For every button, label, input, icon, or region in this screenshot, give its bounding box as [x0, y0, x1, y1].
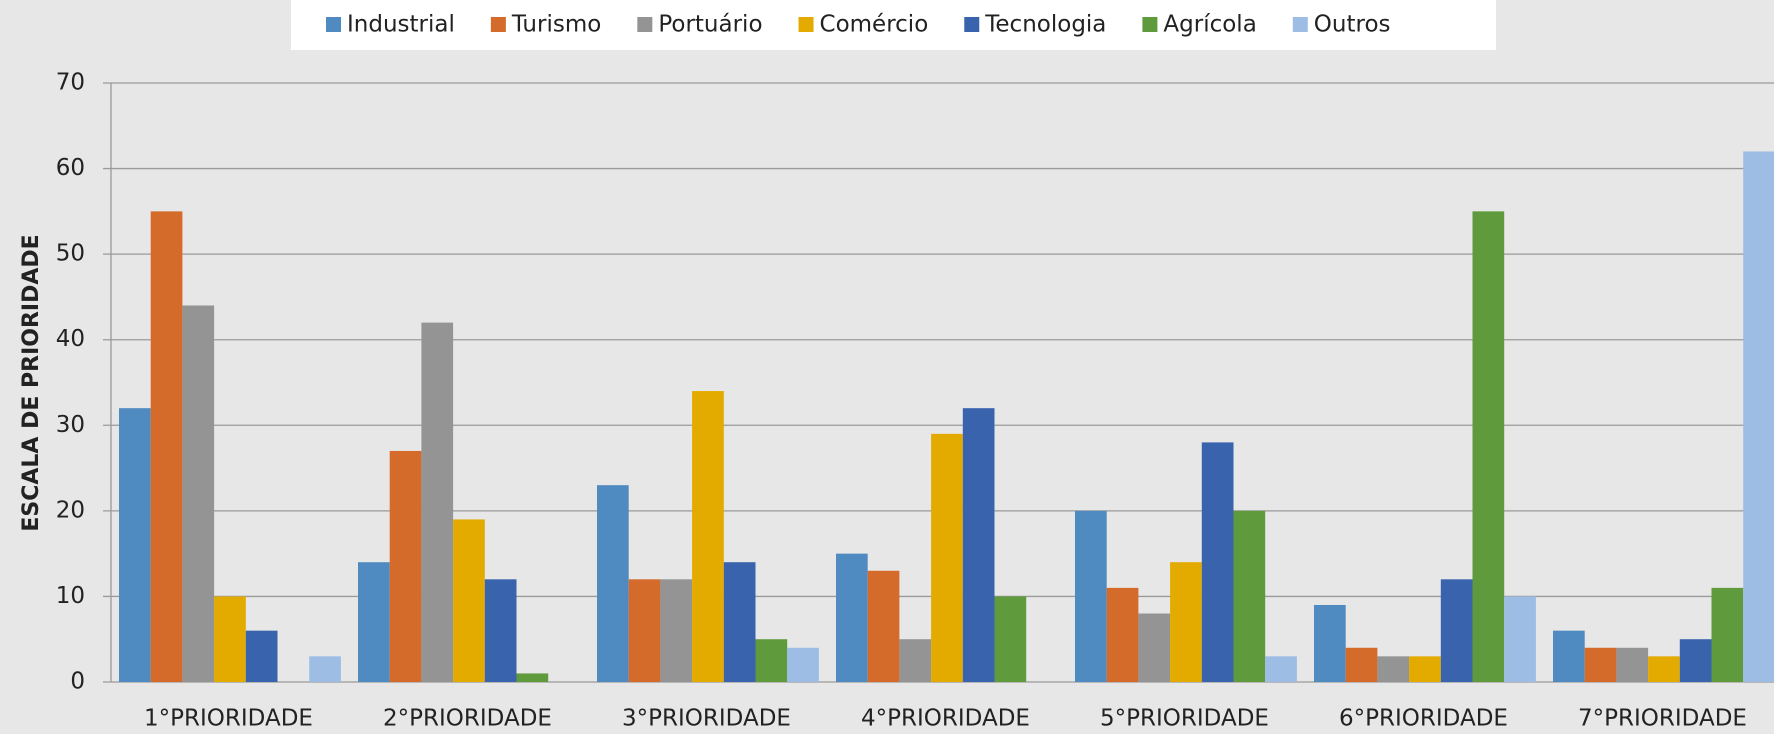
bar: [931, 433, 963, 682]
y-tick-label: 60: [56, 155, 85, 181]
bar: [1075, 510, 1107, 682]
bar: [1409, 656, 1441, 682]
bar: [358, 562, 390, 682]
legend-label: Tecnologia: [984, 12, 1106, 38]
legend-swatch: [1292, 17, 1308, 32]
bar: [214, 596, 246, 682]
y-tick-label: 0: [70, 669, 85, 695]
bar: [836, 553, 868, 682]
bar: [484, 579, 517, 682]
bar: [723, 562, 756, 682]
y-axis-title: ESCALA DE PRIORIDADE: [19, 234, 44, 531]
bar: [628, 579, 661, 682]
bar: [182, 305, 215, 682]
bar: [660, 579, 693, 682]
legend-label: Portuário: [658, 12, 762, 38]
bar: [1679, 639, 1712, 682]
bar: [1616, 647, 1649, 682]
bar: [421, 322, 454, 682]
bar: [389, 450, 422, 682]
x-tick-label: 4°PRIORIDADE: [861, 706, 1030, 732]
bar: [1345, 647, 1378, 682]
bar: [1440, 579, 1473, 682]
legend-label: Comércio: [820, 12, 929, 38]
bar: [962, 408, 995, 682]
x-tick-label: 7°PRIORIDADE: [1578, 706, 1747, 732]
bar: [1314, 604, 1346, 682]
y-tick-label: 20: [56, 497, 85, 523]
y-tick-label: 40: [56, 326, 85, 352]
y-tick-label: 10: [56, 583, 85, 609]
bar: [692, 391, 724, 682]
bar: [1711, 587, 1744, 682]
bar: [1170, 562, 1202, 682]
bar: [119, 408, 151, 682]
bar: [787, 647, 819, 682]
bar: [1553, 630, 1585, 682]
bar: [1265, 656, 1297, 682]
legend-label: Turismo: [511, 12, 601, 38]
x-tick-label: 3°PRIORIDADE: [622, 706, 791, 732]
bar: [1106, 587, 1139, 682]
legend-swatch: [1142, 17, 1158, 32]
y-tick-label: 70: [56, 70, 85, 96]
legend-swatch: [637, 17, 653, 32]
x-tick-label: 2°PRIORIDADE: [383, 706, 552, 732]
bar: [1233, 510, 1266, 682]
x-tick-label: 5°PRIORIDADE: [1100, 706, 1269, 732]
bar: [453, 519, 485, 682]
bar: [1201, 442, 1234, 682]
bar: [755, 639, 788, 682]
legend-swatch: [964, 17, 980, 32]
bar: [1648, 656, 1680, 682]
legend-label: Agrícola: [1163, 12, 1256, 38]
legend-label: Outros: [1314, 12, 1391, 38]
x-tick-label: 1°PRIORIDADE: [144, 706, 313, 732]
bar: [245, 630, 278, 682]
bar: [1743, 151, 1774, 682]
bar: [1504, 596, 1536, 682]
legend-swatch: [326, 17, 341, 32]
bar: [309, 656, 341, 682]
bar: [150, 211, 183, 682]
bar: [516, 673, 549, 682]
bar: [867, 570, 900, 682]
legend-swatch: [798, 17, 814, 32]
y-tick-label: 30: [56, 412, 85, 438]
bar: [899, 639, 932, 682]
legend-swatch: [490, 17, 506, 32]
bar: [1377, 656, 1410, 682]
legend-label: Industrial: [347, 12, 455, 38]
bar: [994, 596, 1027, 682]
bar: [597, 485, 629, 682]
bar: [1138, 613, 1171, 682]
bar: [1584, 647, 1617, 682]
x-tick-label: 6°PRIORIDADE: [1339, 706, 1508, 732]
y-tick-label: 50: [56, 241, 85, 267]
bar: [1472, 211, 1505, 682]
